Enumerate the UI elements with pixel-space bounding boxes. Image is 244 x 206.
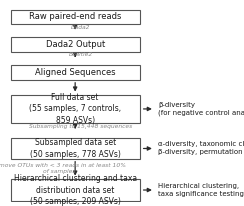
Text: Aligned Sequences: Aligned Sequences	[35, 68, 115, 77]
Text: α-diversity, taxonomic classification,
β-diversity, permutation testing: α-diversity, taxonomic classification, β…	[158, 142, 244, 156]
Text: Hierarchical clustering and taxa
distribution data set
(50 samples, 209 ASVs): Hierarchical clustering and taxa distrib…	[14, 174, 137, 206]
FancyBboxPatch shape	[11, 95, 140, 123]
Text: Dada2 Output: Dada2 Output	[46, 40, 105, 49]
FancyBboxPatch shape	[11, 179, 140, 201]
Text: Remove OTUs with < 3 reads in at least 10%
of samples: Remove OTUs with < 3 reads in at least 1…	[0, 163, 126, 174]
Text: Subsampled data set
(50 samples, 778 ASVs): Subsampled data set (50 samples, 778 ASV…	[30, 138, 121, 159]
Text: Full data set
(55 samples, 7 controls,
859 ASVs): Full data set (55 samples, 7 controls, 8…	[29, 93, 121, 125]
Text: β-diversity
(for negative control analysis): β-diversity (for negative control analys…	[158, 102, 244, 116]
Text: Subsampling to 15,448 sequences: Subsampling to 15,448 sequences	[29, 124, 133, 129]
Text: Dada2: Dada2	[71, 25, 91, 30]
FancyBboxPatch shape	[11, 37, 140, 52]
Text: Raw paired-end reads: Raw paired-end reads	[29, 13, 121, 21]
FancyBboxPatch shape	[11, 65, 140, 80]
FancyBboxPatch shape	[11, 9, 140, 24]
FancyBboxPatch shape	[11, 138, 140, 159]
Text: Hierarchical clustering,
taxa significance testing: Hierarchical clustering, taxa significan…	[158, 183, 244, 197]
Text: Bowtie2: Bowtie2	[69, 53, 93, 57]
